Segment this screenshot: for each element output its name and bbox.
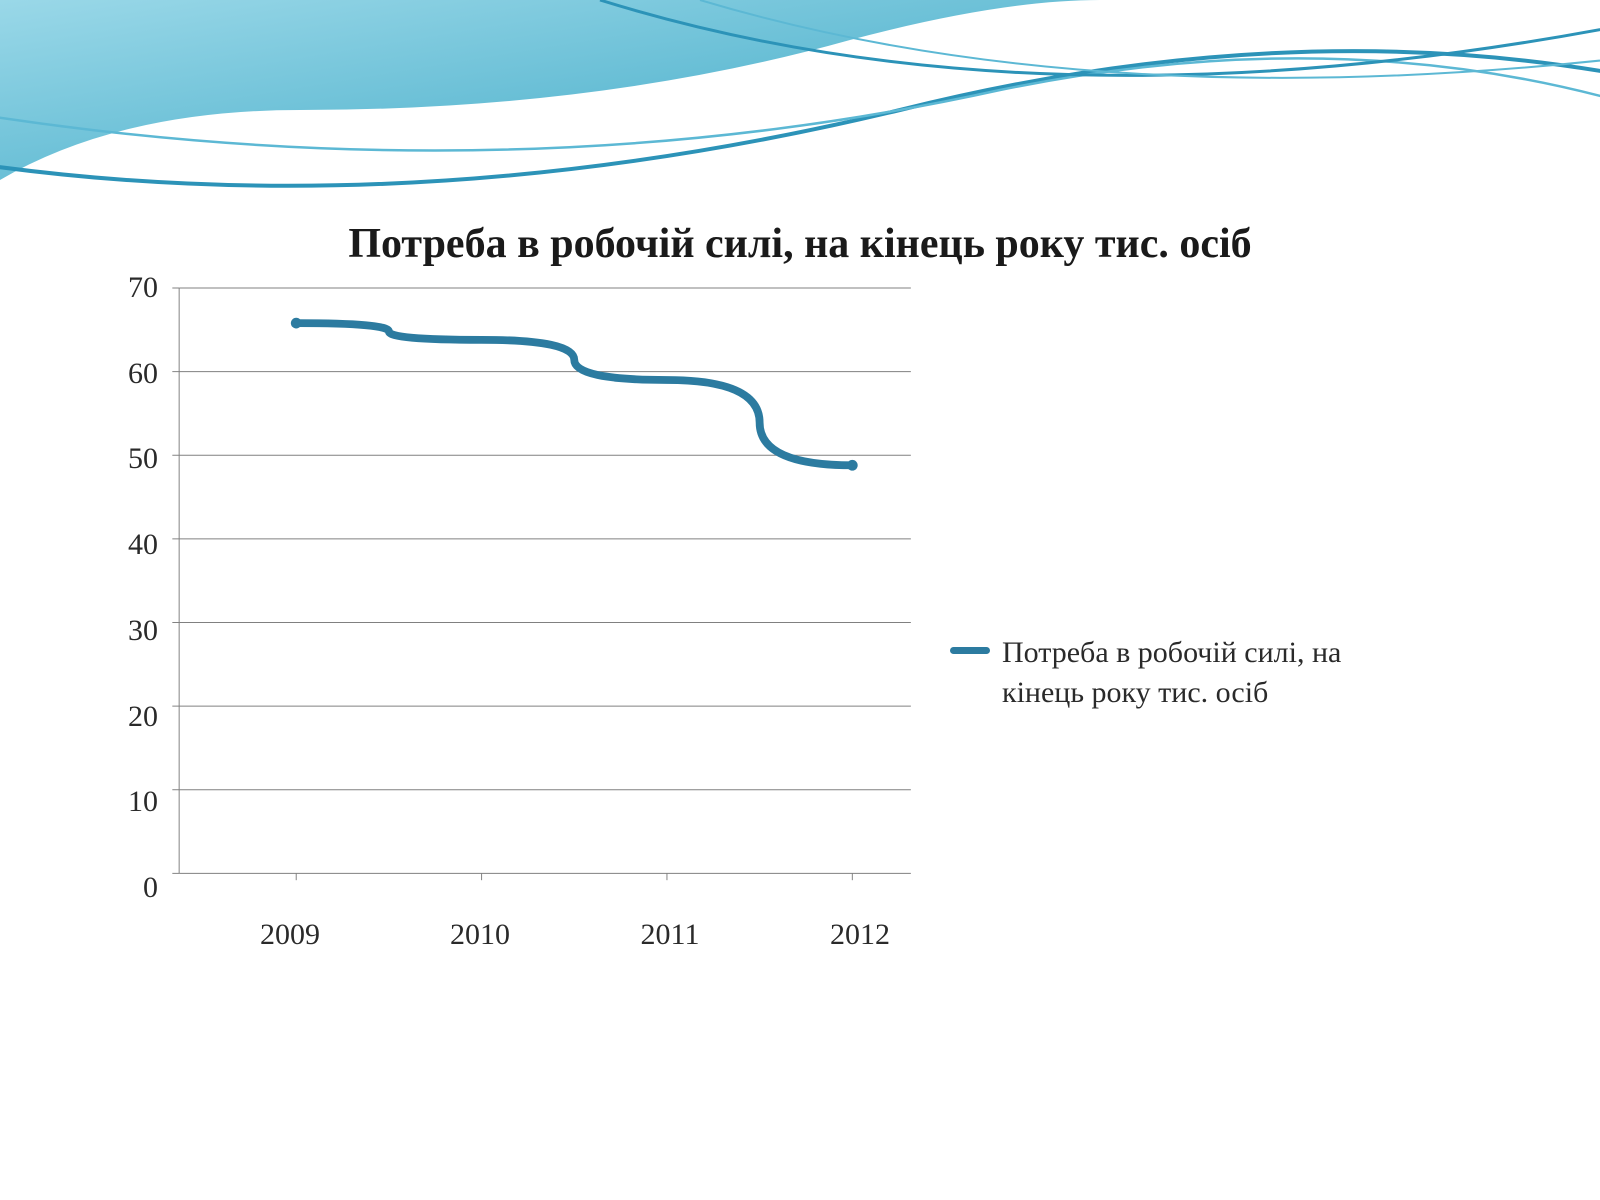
chart-container: Потреба в робочій силі, на кінець року т… <box>100 220 1500 1090</box>
plot-wrap: 010203040506070 2009201020112012 Потреба… <box>100 288 1500 1058</box>
x-tick-label: 2010 <box>450 918 510 952</box>
legend-swatch <box>950 647 990 654</box>
y-tick-label: 50 <box>128 442 158 476</box>
legend-area: Потреба в робочій силі, на кінець року т… <box>920 288 1500 1058</box>
y-tick-label: 70 <box>128 271 158 305</box>
x-axis: 2009 2010 2011 2012 <box>170 918 920 968</box>
y-tick-label: 0 <box>143 871 158 905</box>
y-tick-label: 20 <box>128 700 158 734</box>
y-tick-label: 40 <box>128 528 158 562</box>
x-tick-label: 2012 <box>830 918 890 952</box>
y-tick-label: 30 <box>128 614 158 648</box>
y-axis: 010203040506070 <box>100 288 170 1058</box>
legend: Потреба в робочій силі, на кінець року т… <box>950 633 1402 714</box>
plot-center: 2009 2010 2011 2012 <box>170 288 920 1058</box>
plot-svg <box>170 288 920 888</box>
x-tick-label: 2009 <box>260 918 320 952</box>
chart-title: Потреба в робочій силі, на кінець року т… <box>100 220 1500 268</box>
legend-label: Потреба в робочій силі, на кінець року т… <box>1002 633 1402 714</box>
y-tick-label: 60 <box>128 357 158 391</box>
y-tick-label: 10 <box>128 785 158 819</box>
x-tick-label: 2011 <box>641 918 700 952</box>
